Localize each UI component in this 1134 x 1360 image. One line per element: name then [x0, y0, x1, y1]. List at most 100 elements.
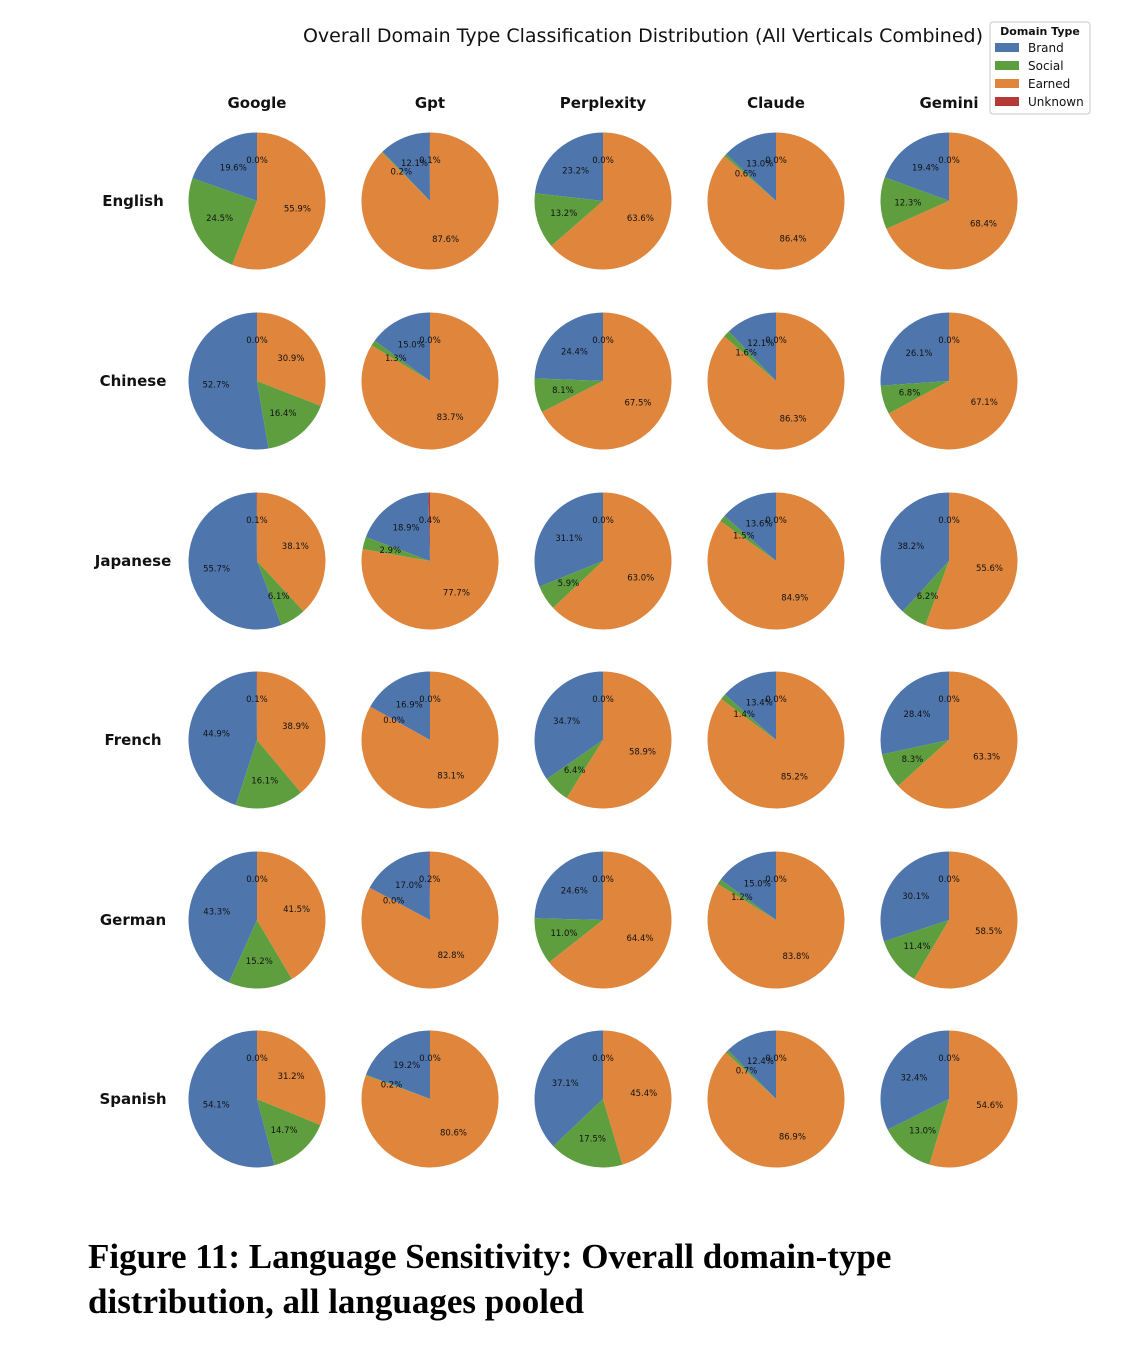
pie-japanese-gpt: 0.4%18.9% 2.9% 77.7%	[361, 492, 499, 630]
pie-slice-social	[257, 1099, 321, 1166]
pie-english-google: 0.0%19.6% 24.5% 55.9%	[188, 132, 326, 270]
pie-label-unknown: 0.0%	[765, 1054, 787, 1064]
pie-label-earned: 80.6%	[440, 1129, 467, 1139]
pie-label-earned: 85.2%	[781, 773, 808, 783]
pie-label-brand: 13.6%	[745, 520, 772, 530]
pie-label-unknown: 0.1%	[246, 695, 268, 705]
pie-label-earned: 77.7%	[443, 589, 470, 599]
column-header-google: Google	[228, 94, 287, 112]
pie-label-brand: 16.9%	[396, 701, 423, 711]
pie-slice-earned	[925, 492, 1018, 630]
pie-label-social: 0.7%	[736, 1066, 758, 1076]
pie-label-unknown: 0.1%	[419, 156, 441, 166]
pie-slice-brand	[188, 1030, 275, 1168]
pie-label-social: 5.9%	[558, 579, 580, 589]
row-header-french: French	[104, 731, 161, 749]
legend-label-brand: Brand	[1028, 41, 1064, 55]
pie-label-social: 0.6%	[735, 169, 757, 179]
pie-german-gemini: 0.0% 30.1% 11.4% 58.5%	[880, 851, 1018, 989]
pie-slice-brand	[188, 492, 282, 630]
pie-label-brand: 19.6%	[220, 163, 247, 173]
pie-label-earned: 82.8%	[438, 951, 465, 961]
pie-label-social: 13.0%	[909, 1127, 936, 1137]
pie-slice-brand	[534, 851, 603, 920]
pie-slice-earned	[361, 132, 499, 270]
pie-chinese-claude: 0.0%12.1%1.6% 86.3%	[707, 312, 845, 450]
pie-label-social: 13.2%	[550, 209, 577, 219]
pie-label-earned: 84.9%	[781, 594, 808, 604]
pie-slice-brand	[192, 132, 257, 201]
pie-label-earned: 63.6%	[627, 214, 654, 224]
pie-slice-social	[721, 694, 776, 740]
pie-spanish-google: 0.0% 54.1% 14.7% 31.2%	[188, 1030, 326, 1168]
figure-caption: Figure 11: Language Sensitivity: Overall…	[88, 1237, 892, 1321]
pie-label-earned: 68.4%	[970, 219, 997, 229]
pie-label-unknown: 0.0%	[246, 156, 268, 166]
pie-label-brand: 24.6%	[561, 887, 588, 897]
pie-label-unknown: 0.0%	[938, 156, 960, 166]
column-header-perplexity: Perplexity	[560, 94, 647, 112]
pie-label-earned: 63.3%	[973, 753, 1000, 763]
pie-slice-brand	[534, 1030, 603, 1147]
pie-slice-earned	[257, 312, 326, 406]
pie-label-earned: 38.9%	[282, 722, 309, 732]
chart-title: Overall Domain Type Classification Distr…	[303, 25, 983, 47]
pie-slice-social	[724, 331, 776, 381]
pie-slice-social	[546, 740, 603, 799]
pie-slice-earned	[707, 851, 845, 989]
pie-slice-social	[534, 193, 603, 246]
pie-slice-brand	[370, 671, 430, 740]
pie-japanese-gemini: 0.0% 38.2% 6.2% 55.6%	[880, 492, 1018, 630]
pie-slice-brand	[534, 492, 603, 587]
pie-label-earned: 38.1%	[282, 542, 309, 552]
pie-slice-earned	[232, 132, 326, 270]
pie-slice-earned	[257, 1030, 326, 1126]
pie-slice-earned	[361, 671, 499, 809]
pie-slice-social	[883, 920, 949, 979]
pie-slice-brand	[724, 492, 776, 561]
pie-japanese-claude: 0.0%13.6% 1.5% 84.9%	[707, 492, 845, 630]
pie-label-brand: 43.3%	[203, 907, 230, 917]
pie-label-brand: 15.0%	[744, 879, 771, 889]
pie-chinese-google: 0.0% 52.7% 16.4% 30.9%	[188, 312, 326, 450]
pie-label-earned: 86.3%	[780, 414, 807, 424]
pie-slice-brand	[726, 132, 776, 201]
pie-slice-earned	[549, 851, 672, 989]
pie-slice-brand	[880, 851, 949, 942]
pie-label-unknown: 0.0%	[419, 1054, 441, 1064]
pie-slice-social	[887, 1099, 949, 1165]
pie-label-brand: 19.4%	[912, 163, 939, 173]
pie-english-perplexity: 0.0%23.2% 13.2% 63.6%	[534, 132, 672, 270]
pie-label-earned: 87.6%	[432, 235, 459, 245]
pie-label-social: 11.4%	[903, 942, 930, 952]
pie-label-unknown: 0.4%	[419, 516, 441, 526]
pie-label-brand: 34.7%	[553, 717, 580, 727]
pie-label-unknown: 0.0%	[592, 875, 614, 885]
pie-slice-earned	[707, 312, 845, 450]
pie-slice-brand	[365, 492, 430, 561]
pie-slice-social	[534, 378, 603, 413]
pie-label-brand: 26.1%	[905, 349, 932, 359]
pie-label-social: 0.2%	[381, 1081, 403, 1091]
column-header-gpt: Gpt	[415, 94, 445, 112]
pie-slice-earned	[886, 132, 1018, 270]
column-header-gemini: Gemini	[919, 94, 978, 112]
legend: Domain Type Brand Social Earned Unknown	[989, 21, 1091, 115]
pie-label-unknown: 0.0%	[765, 516, 787, 526]
row-header-japanese: Japanese	[94, 552, 172, 570]
pie-label-brand: 38.2%	[897, 542, 924, 552]
pie-label-social: 1.4%	[733, 710, 755, 720]
pie-slice-brand	[880, 671, 949, 755]
pie-label-earned: 86.4%	[779, 234, 806, 244]
pie-label-unknown: 0.0%	[938, 695, 960, 705]
pie-label-unknown: 0.0%	[938, 1054, 960, 1064]
pie-french-gemini: 0.0% 28.4% 8.3% 63.3%	[880, 671, 1018, 809]
pie-label-brand: 23.2%	[562, 166, 589, 176]
pie-slice-earned	[898, 671, 1018, 809]
pie-label-brand: 15.0%	[398, 340, 425, 350]
pie-spanish-gemini: 0.0% 32.4% 13.0% 54.6%	[880, 1030, 1018, 1168]
pie-slice-social	[882, 740, 949, 786]
row-header-spanish: Spanish	[99, 1090, 166, 1108]
pie-slice-brand	[880, 312, 949, 386]
pie-slice-social	[717, 879, 776, 920]
